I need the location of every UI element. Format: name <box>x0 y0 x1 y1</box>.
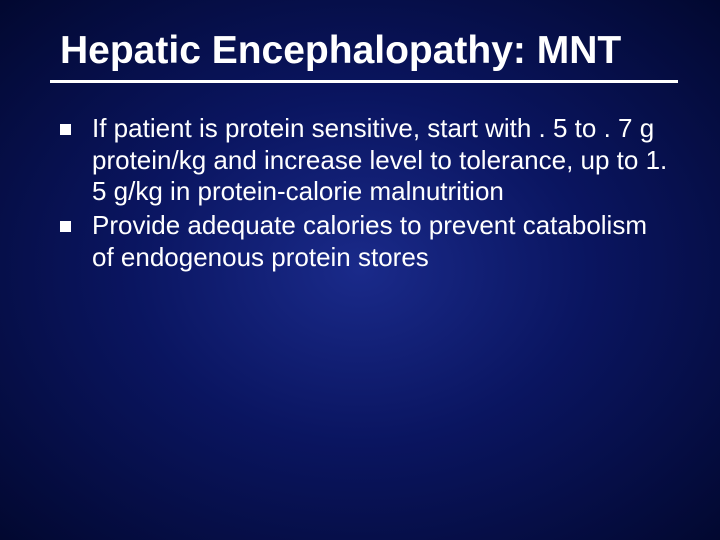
bullet-text: If patient is protein sensitive, start w… <box>92 113 667 206</box>
bullet-text: Provide adequate calories to prevent cat… <box>92 210 647 272</box>
slide-title: Hepatic Encephalopathy: MNT <box>60 28 672 74</box>
square-bullet-icon <box>60 221 71 232</box>
square-bullet-icon <box>60 124 71 135</box>
title-underline <box>50 80 678 83</box>
list-item: If patient is protein sensitive, start w… <box>60 113 672 208</box>
bullet-list: If patient is protein sensitive, start w… <box>60 113 672 274</box>
list-item: Provide adequate calories to prevent cat… <box>60 210 672 273</box>
